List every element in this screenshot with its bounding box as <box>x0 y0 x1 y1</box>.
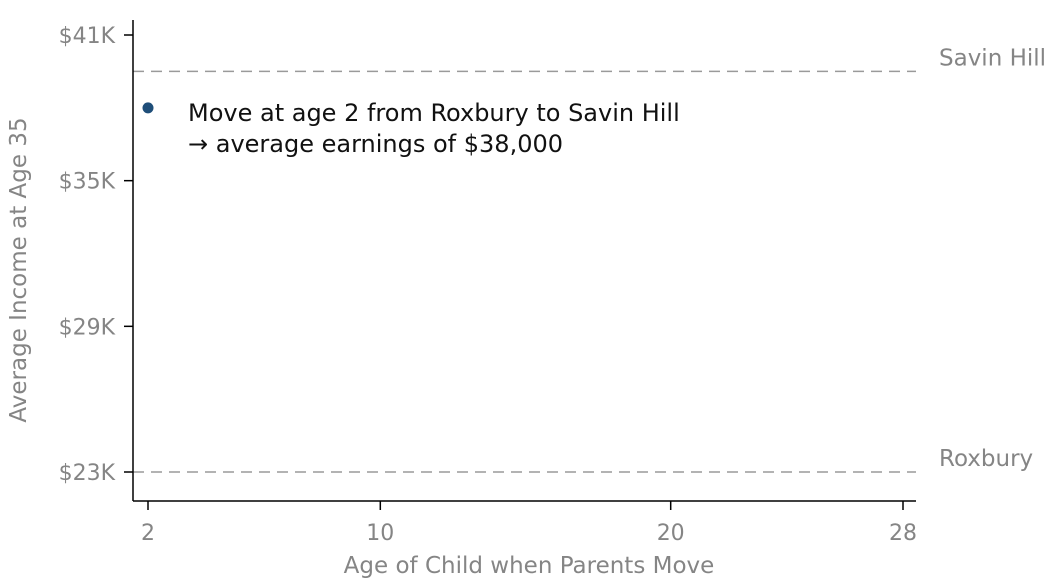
x-tick-label: 2 <box>141 521 155 546</box>
x-tick-label: 10 <box>366 521 394 546</box>
x-tick-label: 20 <box>657 521 685 546</box>
y-tick-label: $41K <box>59 24 116 49</box>
reference-lines: Savin Hill Roxbury <box>133 45 1046 473</box>
y-axis-title: Average Income at Age 35 <box>6 117 32 422</box>
reference-label-roxbury: Roxbury <box>939 446 1033 472</box>
y-tick-label: $23K <box>59 461 116 486</box>
data-point <box>142 102 154 114</box>
data-points <box>142 102 154 114</box>
y-ticks: $23K $29K $35K $41K <box>59 24 133 486</box>
x-tick-label: 28 <box>889 521 917 546</box>
axes <box>132 20 916 502</box>
x-ticks: 2 10 20 28 <box>141 501 917 546</box>
reference-label-savin-hill: Savin Hill <box>939 45 1046 71</box>
y-tick-label: $29K <box>59 315 116 340</box>
y-tick-label: $35K <box>59 170 116 195</box>
x-axis-title: Age of Child when Parents Move <box>344 553 715 579</box>
annotation-line-1: Move at age 2 from Roxbury to Savin Hill <box>188 99 680 127</box>
annotation-line-2: → average earnings of $38,000 <box>188 130 563 158</box>
